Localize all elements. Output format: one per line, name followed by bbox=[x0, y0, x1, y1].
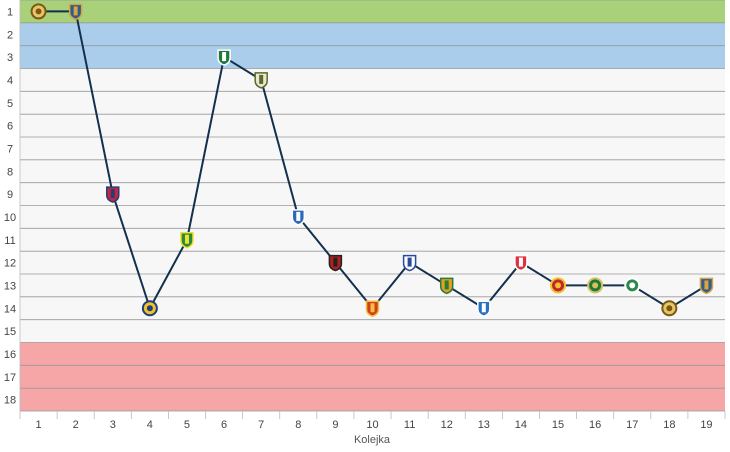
crest-stripe bbox=[481, 303, 486, 313]
x-axis-title: Kolejka bbox=[354, 434, 391, 446]
crest-icon-shield bbox=[365, 300, 380, 318]
y-tick-label: 10 bbox=[4, 212, 16, 224]
x-tick-label: 10 bbox=[366, 419, 378, 431]
y-tick-label: 15 bbox=[4, 326, 16, 338]
x-tick-label: 2 bbox=[73, 419, 79, 431]
crest-stripe bbox=[222, 52, 227, 62]
y-tick-label: 11 bbox=[4, 235, 15, 247]
crest-icon-green-circle bbox=[587, 277, 604, 294]
crest-icon-gold bbox=[30, 3, 47, 20]
x-tick-label: 19 bbox=[700, 419, 712, 431]
crest-icon-sun bbox=[141, 300, 158, 317]
crest-stripe bbox=[407, 257, 412, 267]
crest-icon-yellow-green bbox=[439, 277, 454, 295]
x-tick-label: 7 bbox=[258, 419, 264, 431]
crest-stripe bbox=[518, 257, 523, 267]
y-tick-label: 1 bbox=[7, 6, 13, 18]
y-tick-label: 16 bbox=[4, 349, 16, 361]
crest-icon-red-black bbox=[328, 254, 343, 272]
x-tick-label: 8 bbox=[295, 419, 301, 431]
y-tick-label: 13 bbox=[4, 280, 16, 292]
crest-icon-green-yellow bbox=[180, 232, 194, 249]
crest-icon-navy bbox=[68, 3, 83, 21]
crest-center bbox=[666, 305, 673, 312]
x-tick-label: 5 bbox=[184, 419, 190, 431]
crest-icon-green-round bbox=[624, 277, 641, 294]
crest-icon-red-white bbox=[514, 254, 528, 272]
y-tick-label: 6 bbox=[7, 121, 13, 133]
crest-icon-navy bbox=[699, 277, 714, 295]
x-tick-label: 15 bbox=[552, 419, 564, 431]
x-tick-label: 16 bbox=[589, 419, 601, 431]
x-axis-ticks: 1 2 3 4 5 6 7 8 9 10 11 12 13 14 15 16 17 18 19 bbox=[35, 419, 712, 431]
team-markers bbox=[30, 3, 714, 318]
x-tick-label: 11 bbox=[404, 419, 415, 431]
zone-band-4 bbox=[20, 342, 725, 411]
crest-icon-flag bbox=[402, 254, 417, 272]
y-tick-label: 9 bbox=[7, 189, 13, 201]
y-tick-label: 2 bbox=[7, 29, 13, 41]
zone-band-1 bbox=[20, 0, 725, 23]
x-tick-label: 9 bbox=[332, 419, 338, 431]
x-tick-label: 6 bbox=[221, 419, 227, 431]
crest-stripe bbox=[110, 189, 115, 199]
y-tick-label: 17 bbox=[4, 372, 16, 384]
x-tick-label: 3 bbox=[110, 419, 116, 431]
crest-stripe bbox=[704, 280, 709, 290]
crest-icon-red bbox=[106, 186, 120, 203]
crest-stripe bbox=[73, 6, 78, 16]
x-tick-label: 4 bbox=[147, 419, 153, 431]
grid-lines bbox=[19, 0, 726, 419]
y-tick-label: 5 bbox=[7, 98, 13, 110]
y-tick-label: 3 bbox=[7, 52, 13, 64]
crest-center bbox=[146, 305, 153, 312]
x-tick-label: 18 bbox=[663, 419, 675, 431]
crest-center bbox=[555, 282, 562, 289]
y-tick-label: 7 bbox=[7, 143, 13, 155]
crest-icon-gold bbox=[661, 300, 678, 317]
crest-stripe bbox=[444, 280, 449, 290]
crest-icon-green-white bbox=[217, 49, 231, 66]
y-tick-label: 4 bbox=[7, 75, 13, 87]
y-tick-label: 14 bbox=[4, 303, 16, 315]
crest-stripe bbox=[259, 74, 264, 84]
crest-stripe bbox=[370, 303, 375, 313]
crest-icon-blue-white bbox=[477, 300, 491, 318]
crest-center bbox=[35, 8, 42, 15]
crest-center bbox=[629, 282, 636, 289]
crest-icon-red-yellow bbox=[550, 277, 567, 294]
crest-icon-blue bbox=[291, 209, 306, 226]
y-tick-label: 12 bbox=[4, 258, 16, 270]
x-tick-label: 13 bbox=[478, 419, 490, 431]
crest-stripe bbox=[184, 234, 189, 244]
crest-center bbox=[592, 282, 599, 289]
crest-stripe bbox=[333, 257, 338, 267]
x-tick-label: 17 bbox=[626, 419, 638, 431]
x-tick-label: 12 bbox=[441, 419, 453, 431]
y-tick-label: 18 bbox=[4, 395, 16, 407]
crest-icon-white-green bbox=[254, 72, 268, 89]
x-tick-label: 14 bbox=[515, 419, 527, 431]
crest-stripe bbox=[296, 211, 301, 221]
x-tick-label: 1 bbox=[35, 419, 41, 431]
y-tick-label: 8 bbox=[7, 166, 13, 178]
